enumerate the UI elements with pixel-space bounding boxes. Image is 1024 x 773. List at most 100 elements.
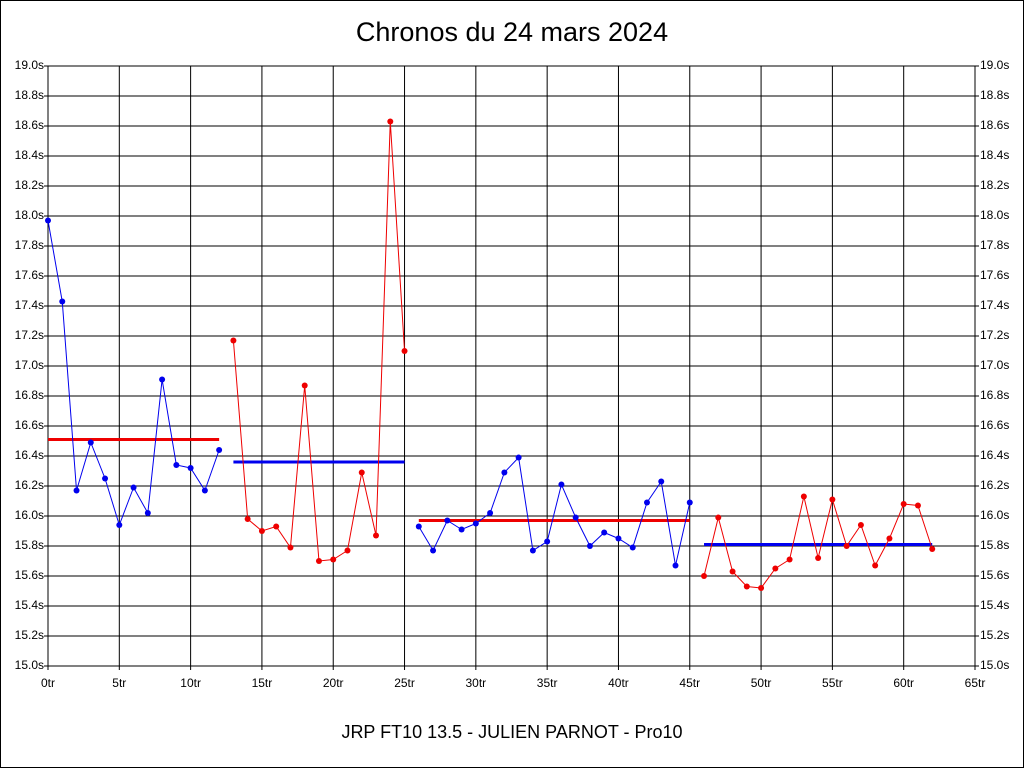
y-tick-label: 17.8s xyxy=(15,238,44,252)
x-tick-label: 0tr xyxy=(41,676,55,690)
y-tick-label: 18.2s xyxy=(15,178,44,192)
y2-tick-label: 17.6s xyxy=(980,268,1009,282)
data-point xyxy=(201,487,208,494)
data-point xyxy=(102,475,109,482)
data-point xyxy=(415,523,422,530)
y-tick-label: 15.4s xyxy=(15,598,44,612)
data-point xyxy=(173,462,180,468)
y-tick-label: 15.6s xyxy=(15,568,44,582)
data-point xyxy=(330,556,337,563)
x-tick-label: 25tr xyxy=(394,676,415,690)
data-point xyxy=(658,478,665,485)
data-point xyxy=(829,496,836,503)
data-point xyxy=(273,523,280,530)
data-point xyxy=(758,585,765,591)
y2-tick-label: 17.4s xyxy=(980,298,1009,312)
x-tick-label: 40tr xyxy=(608,676,629,690)
data-point xyxy=(729,568,736,575)
data-point xyxy=(501,469,508,476)
chart-title: Chronos du 24 mars 2024 xyxy=(356,17,668,47)
data-point xyxy=(643,499,650,506)
data-point xyxy=(815,555,822,561)
data-point xyxy=(487,510,494,516)
data-point xyxy=(743,583,750,590)
y-tick-label: 17.4s xyxy=(15,298,44,312)
y-tick-label: 16.2s xyxy=(15,478,44,492)
data-point xyxy=(843,543,850,549)
data-point xyxy=(900,501,907,507)
y-tick-label: 16.6s xyxy=(15,418,44,432)
data-point xyxy=(373,532,380,539)
y2-tick-label: 15.8s xyxy=(980,538,1009,552)
y-tick-label: 17.6s xyxy=(15,268,44,282)
data-point xyxy=(45,217,51,224)
data-point xyxy=(130,484,137,491)
data-point xyxy=(886,535,893,542)
data-point xyxy=(529,547,536,554)
y-tick-label: 15.2s xyxy=(15,628,44,642)
data-point xyxy=(216,447,223,453)
data-point xyxy=(515,454,522,461)
y2-tick-label: 17.0s xyxy=(980,358,1009,372)
data-point xyxy=(358,469,365,476)
y-tick-label: 15.0s xyxy=(15,658,44,672)
y-tick-label: 15.8s xyxy=(15,538,44,552)
data-point xyxy=(914,502,921,509)
y2-tick-label: 18.2s xyxy=(980,178,1009,192)
data-point xyxy=(59,298,66,305)
data-point xyxy=(686,499,693,506)
y-tick-label: 17.0s xyxy=(15,358,44,372)
data-point xyxy=(344,547,351,554)
data-point xyxy=(401,348,408,354)
y2-tick-label: 18.6s xyxy=(980,118,1009,132)
data-point xyxy=(472,520,479,527)
x-tick-label: 60tr xyxy=(893,676,914,690)
data-point xyxy=(230,337,237,344)
y-tick-label: 19.0s xyxy=(15,58,44,72)
x-tick-label: 45tr xyxy=(679,676,700,690)
data-point xyxy=(144,510,151,516)
data-point xyxy=(857,522,864,528)
plot-border xyxy=(47,65,976,667)
x-tick-label: 5tr xyxy=(112,676,126,690)
data-point xyxy=(244,516,251,522)
chart-footer: JRP FT10 13.5 - JULIEN PARNOT - Pro10 xyxy=(341,722,682,742)
y2-tick-label: 15.6s xyxy=(980,568,1009,582)
y-tick-label: 16.0s xyxy=(15,508,44,522)
data-point xyxy=(87,439,94,446)
y2-tick-label: 16.2s xyxy=(980,478,1009,492)
y-tick-label: 16.4s xyxy=(15,448,44,462)
data-point xyxy=(387,118,394,125)
data-point xyxy=(786,556,793,563)
y-tick-label: 17.2s xyxy=(15,328,44,342)
data-point xyxy=(458,526,465,533)
data-point xyxy=(586,543,593,549)
data-point xyxy=(544,538,551,545)
data-point xyxy=(929,546,936,552)
data-point xyxy=(430,547,437,554)
y2-tick-label: 16.8s xyxy=(980,388,1009,402)
y2-tick-label: 17.8s xyxy=(980,238,1009,252)
y2-tick-label: 16.4s xyxy=(980,448,1009,462)
y2-tick-label: 19.0s xyxy=(980,58,1009,72)
y-tick-label: 18.0s xyxy=(15,208,44,222)
data-point xyxy=(701,573,708,579)
data-point xyxy=(116,522,123,528)
y-tick-label: 18.4s xyxy=(15,148,44,162)
x-tick-label: 10tr xyxy=(180,676,201,690)
y2-tick-label: 18.8s xyxy=(980,88,1009,102)
data-point xyxy=(159,376,166,383)
y2-tick-label: 15.2s xyxy=(980,628,1009,642)
data-point xyxy=(672,562,679,569)
y2-tick-label: 17.2s xyxy=(980,328,1009,342)
x-tick-label: 55tr xyxy=(822,676,843,690)
data-point xyxy=(258,528,265,534)
x-tick-label: 30tr xyxy=(466,676,487,690)
y-tick-label: 18.8s xyxy=(15,88,44,102)
data-point xyxy=(444,517,451,524)
data-point xyxy=(187,465,194,471)
data-point xyxy=(572,514,579,521)
data-point xyxy=(615,535,622,542)
